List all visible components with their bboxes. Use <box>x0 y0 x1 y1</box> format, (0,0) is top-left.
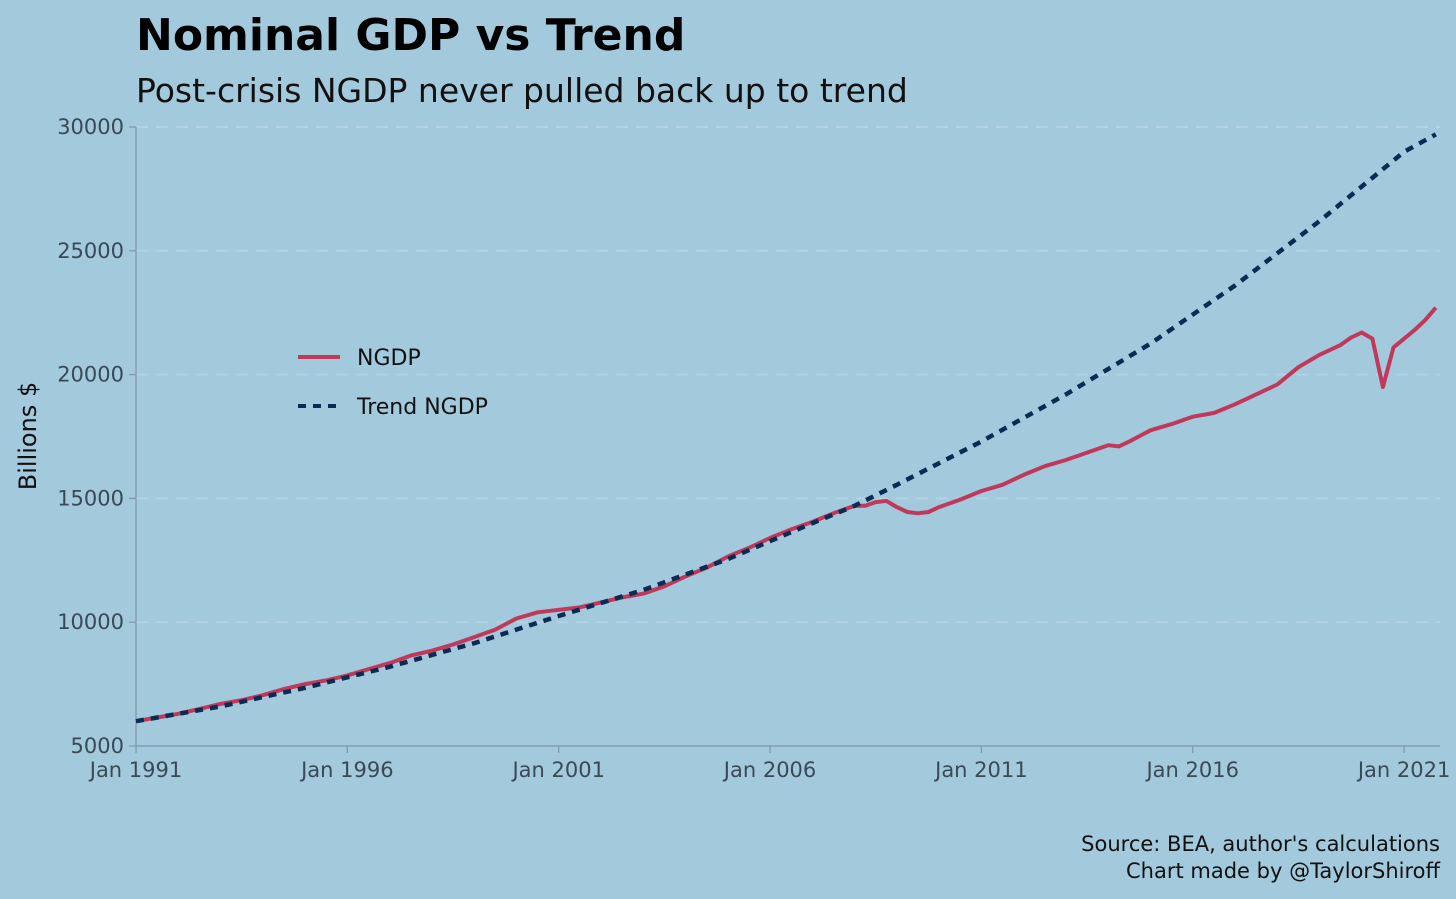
y-tick-label: 20000 <box>57 363 124 387</box>
x-tick-label: Jan 2001 <box>510 758 605 782</box>
legend-label-trend: Trend NGDP <box>356 395 488 420</box>
legend-label-ngdp: NGDP <box>357 346 421 371</box>
y-tick-label: 5000 <box>71 734 124 758</box>
y-tick-label: 30000 <box>57 115 124 139</box>
x-tick-label: Jan 2016 <box>1144 758 1239 782</box>
gridlines <box>136 126 1440 624</box>
legend: NGDP Trend NGDP <box>298 346 488 420</box>
x-axis-ticks: Jan 1991 Jan 1996 Jan 2001 Jan 2006 Jan 2011… <box>88 746 1451 782</box>
y-tick-label: 10000 <box>57 610 124 634</box>
y-axis-title: Billions $ <box>14 382 42 490</box>
caption-source: Source: BEA, author's calculations <box>1081 832 1440 856</box>
series-line-ngdp <box>135 306 1438 724</box>
chart-subtitle: Post-crisis NGDP never pulled back up to… <box>136 71 908 110</box>
y-tick-label: 15000 <box>57 486 124 510</box>
x-tick-label: Jan 2011 <box>933 758 1028 782</box>
x-tick-label: Jan 2021 <box>1356 758 1451 782</box>
series-line-trend-ngdp <box>135 132 1437 724</box>
x-tick-label: Jan 1996 <box>299 758 394 782</box>
y-tick-label: 25000 <box>57 239 124 263</box>
series-layer <box>135 132 1438 724</box>
x-tick-label: Jan 2006 <box>722 758 817 782</box>
x-tick-label: Jan 1991 <box>88 758 183 782</box>
y-axis-ticks: 5000 10000 15000 20000 25000 30000 <box>57 115 136 758</box>
chart-title: Nominal GDP vs Trend <box>136 10 685 61</box>
caption-credit: Chart made by @TaylorShiroff <box>1126 859 1441 883</box>
